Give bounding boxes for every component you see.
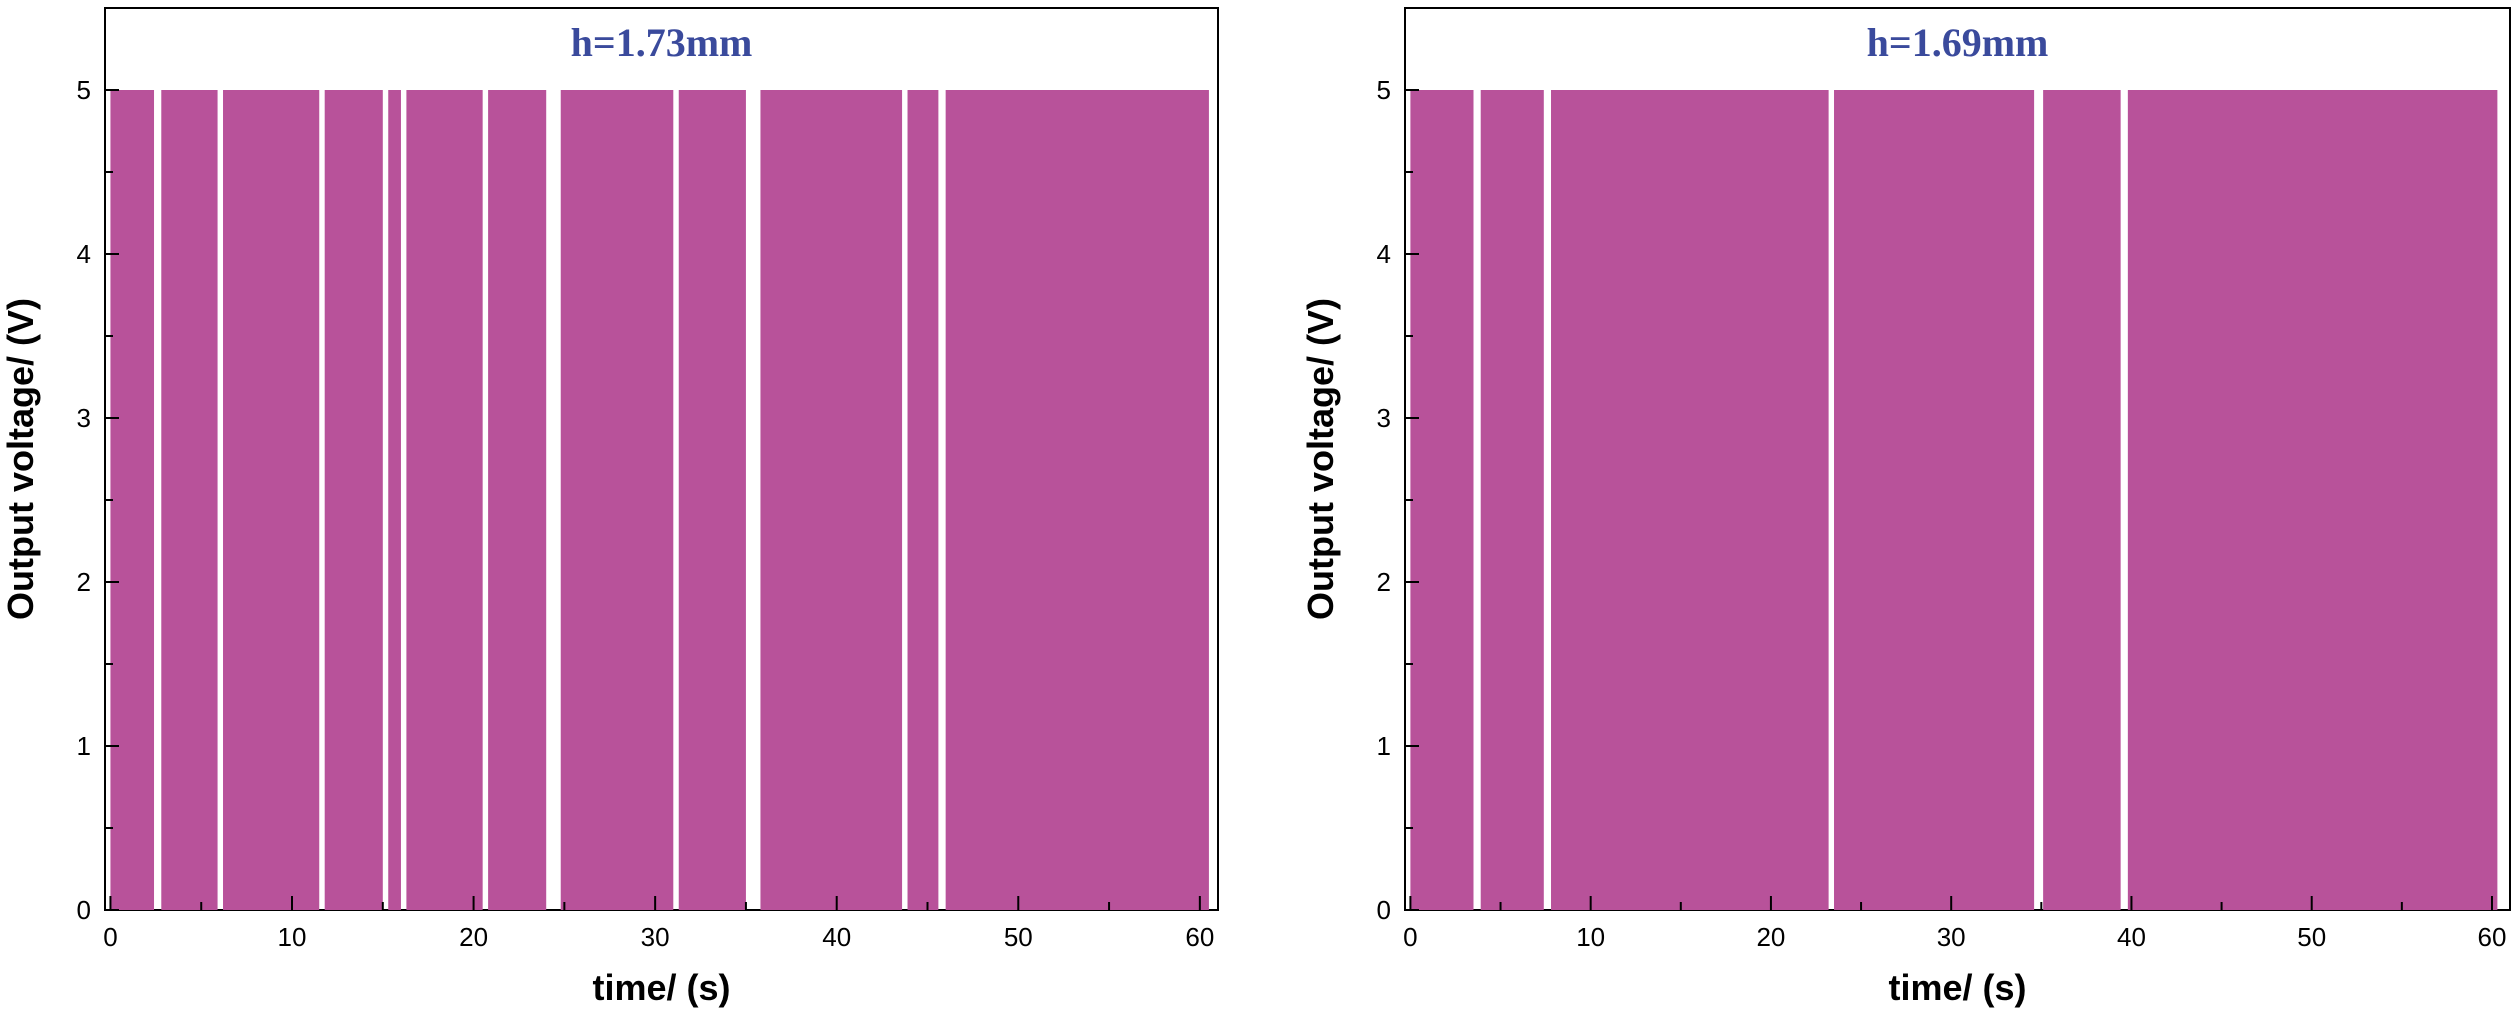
y-tick-label: 2: [77, 567, 91, 597]
y-tick-label: 5: [77, 75, 91, 105]
pulse-bar: [1410, 90, 1474, 910]
y-tick-label: 1: [1377, 731, 1391, 761]
x-axis-ticks: 0 10 20 30 40 50 60: [1403, 896, 2506, 952]
y-tick-label: 1: [77, 731, 91, 761]
y-tick-label: 5: [1377, 75, 1391, 105]
pulse-bar: [488, 90, 547, 910]
chart-title: h=1.69mm: [1867, 20, 2049, 65]
x-tick-label: 0: [1403, 922, 1417, 952]
y-tick-label: 4: [1377, 239, 1391, 269]
pulse-bar: [161, 90, 218, 910]
pulse-bar: [388, 90, 401, 910]
x-tick-label: 40: [822, 922, 851, 952]
x-tick-label: 30: [641, 922, 670, 952]
pulse-bar: [2127, 90, 2498, 910]
pulse-bar: [1480, 90, 1544, 910]
y-axis-ticks: 0 1 2 3 4 5: [77, 75, 119, 925]
x-tick-label: 60: [2478, 922, 2507, 952]
y-tick-label: 3: [77, 403, 91, 433]
pulse-bar: [560, 90, 674, 910]
pulse-bar: [223, 90, 320, 910]
x-tick-label: 10: [278, 922, 307, 952]
y-tick-label: 0: [1377, 895, 1391, 925]
pulse-bars: [1410, 90, 2498, 910]
y-axis-label: Output voltage/ (V): [1300, 298, 1341, 620]
y-axis-ticks: 0 1 2 3 4 5: [1377, 75, 1419, 925]
x-tick-label: 10: [1576, 922, 1605, 952]
x-tick-label: 50: [2297, 922, 2326, 952]
pulse-bar: [1834, 90, 2035, 910]
x-tick-label: 20: [1756, 922, 1785, 952]
x-axis-ticks: 0 10 20 30 40 50 60: [103, 896, 1214, 952]
pulse-bar: [907, 90, 939, 910]
y-tick-label: 0: [77, 895, 91, 925]
x-tick-label: 50: [1004, 922, 1033, 952]
y-tick-label: 3: [1377, 403, 1391, 433]
x-tick-label: 40: [2117, 922, 2146, 952]
pulse-bar: [110, 90, 155, 910]
pulse-bar: [945, 90, 1209, 910]
pulse-bar: [324, 90, 383, 910]
y-axis-label: Output voltage/ (V): [0, 298, 41, 620]
pulse-bar: [760, 90, 903, 910]
pulse-bar: [678, 90, 746, 910]
x-axis-label: time/ (s): [1888, 967, 2026, 1008]
chart-title: h=1.73mm: [571, 20, 753, 65]
x-tick-label: 60: [1185, 922, 1214, 952]
x-tick-label: 20: [459, 922, 488, 952]
pulse-bar: [1551, 90, 1829, 910]
pulse-bar: [406, 90, 483, 910]
x-tick-label: 0: [103, 922, 117, 952]
x-tick-label: 30: [1937, 922, 1966, 952]
pulse-bars: [110, 90, 1209, 910]
pulse-bar: [2043, 90, 2121, 910]
y-tick-label: 2: [1377, 567, 1391, 597]
x-axis-label: time/ (s): [592, 967, 730, 1008]
y-tick-label: 4: [77, 239, 91, 269]
